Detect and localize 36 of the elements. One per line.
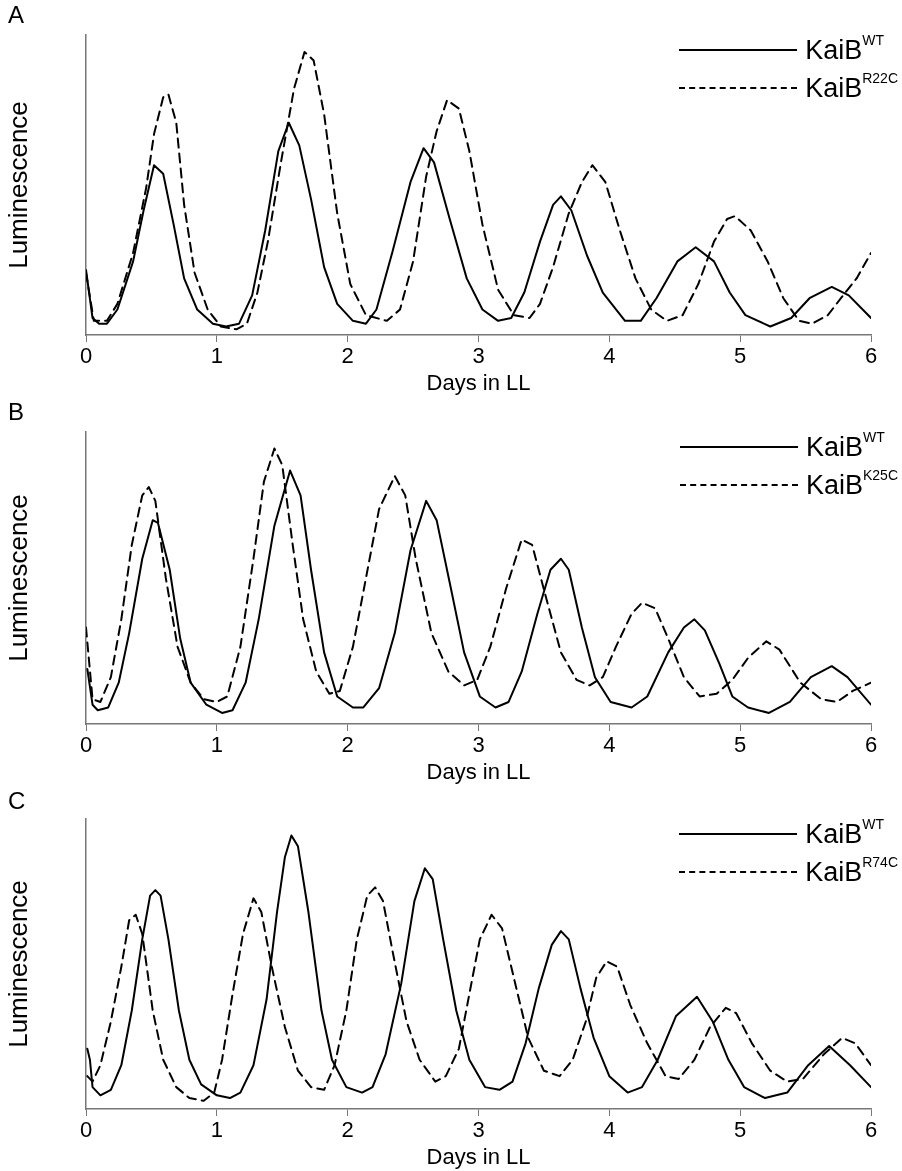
legend-label: KaiB$^{K25C}$ [805, 466, 898, 501]
x-tick-label: 3 [472, 732, 485, 758]
chart-title: A [8, 0, 25, 28]
x-tick-label: 1 [210, 343, 223, 369]
x-tick-label: 4 [603, 1117, 616, 1143]
x-axis-title: Days in LL [426, 1143, 531, 1169]
x-tick-label: 3 [472, 343, 485, 369]
legend-label: KaiB$^{WT}$ [805, 31, 884, 66]
x-tick-label: 1 [210, 732, 223, 758]
y-axis-title: Luminescence [2, 494, 33, 662]
chart-title: C [8, 786, 26, 814]
x-axis-title: Days in LL [426, 758, 531, 784]
x-tick-label: 5 [734, 1117, 747, 1143]
legend-label: KaiB$^{WT}$ [805, 815, 884, 850]
x-tick-label: 5 [734, 343, 747, 369]
chart-title: B [8, 397, 25, 425]
x-tick-label: 0 [79, 1117, 93, 1143]
x-tick-label: 6 [864, 343, 878, 369]
x-tick-label: 4 [603, 343, 616, 369]
x-tick-label: 2 [341, 732, 354, 758]
legend-label: KaiB$^{R22C}$ [805, 69, 898, 104]
x-tick-label: 5 [734, 732, 747, 758]
legend-label: KaiB$^{WT}$ [805, 428, 885, 463]
x-tick-label: 1 [210, 1117, 223, 1143]
legend-label: KaiB$^{R74C}$ [805, 853, 898, 888]
x-tick-label: 3 [472, 1117, 485, 1143]
x-tick-label: 0 [79, 732, 93, 758]
x-axis-title: Days in LL [426, 369, 531, 395]
x-tick-label: 4 [603, 732, 616, 758]
x-tick-label: 2 [341, 343, 354, 369]
y-axis-title: Luminescence [2, 101, 33, 269]
x-tick-label: 2 [341, 1117, 354, 1143]
x-tick-label: 6 [864, 1117, 878, 1143]
x-tick-label: 0 [79, 343, 93, 369]
x-tick-label: 6 [864, 732, 878, 758]
y-axis-title: Luminescence [2, 880, 33, 1048]
